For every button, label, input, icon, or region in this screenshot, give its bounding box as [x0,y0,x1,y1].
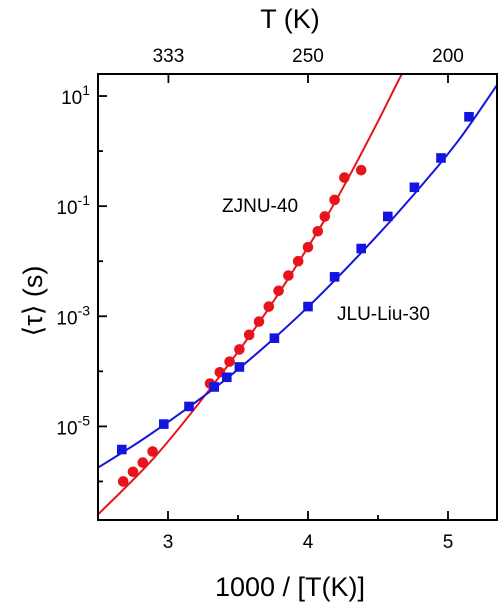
data-point-jlu-liu-30 [409,182,420,193]
plot-layer [98,74,497,516]
data-point-zjnu-40 [127,466,139,478]
series-label-zjnu-40: ZJNU-40 [222,196,298,217]
data-point-zjnu-40 [355,164,367,176]
data-point-zjnu-40 [253,316,265,327]
data-point-jlu-liu-30 [329,272,340,282]
data-point-jlu-liu-30 [383,211,393,222]
x2-tick-label: 250 [292,46,324,67]
data-point-zjnu-40 [137,457,149,468]
data-point-zjnu-40 [243,329,255,341]
fit-line-jlu-liu-30 [98,84,497,469]
data-point-zjnu-40 [329,194,340,206]
x-tick-label: 4 [303,532,314,553]
top-axis-title: T (K) [260,4,320,34]
x-tick-label: 3 [163,532,174,553]
data-point-jlu-liu-30 [184,401,194,412]
data-point-zjnu-40 [117,476,129,487]
data-point-zjnu-40 [339,172,350,183]
plot-frame [97,73,498,521]
data-point-jlu-liu-30 [356,243,366,254]
y-tick-label: 10-1 [56,192,90,219]
data-point-zjnu-40 [312,225,324,237]
data-point-jlu-liu-30 [464,111,474,122]
data-point-zjnu-40 [319,211,331,222]
y-tick-label: 10-5 [56,412,90,439]
data-point-jlu-liu-30 [209,382,219,392]
data-point-zjnu-40 [224,356,235,367]
y-tick-label: 10-3 [56,302,90,329]
data-point-zjnu-40 [273,285,284,297]
data-point-zjnu-40 [263,301,275,312]
data-point-jlu-liu-30 [234,362,245,372]
x-tick-label: 5 [443,532,454,553]
data-point-zjnu-40 [147,446,158,457]
fit-line-zjnu-40 [98,74,404,516]
data-point-jlu-liu-30 [117,444,127,455]
data-point-jlu-liu-30 [269,333,280,343]
left-axis-title: ⟨τ⟩ (s) [18,266,48,337]
data-point-jlu-liu-30 [159,419,169,429]
data-point-zjnu-40 [302,241,314,253]
bottom-axis-title: 1000 / [T(K)] [215,572,365,602]
data-point-zjnu-40 [234,344,245,355]
y-tick-label: 101 [61,82,90,109]
axes-layer: 3 4 5 333 250 200 101 10-1 10-3 10-5 [56,46,498,553]
x2-tick-label: 333 [153,46,185,67]
x2-tick-label: 200 [432,46,464,67]
data-point-zjnu-40 [292,255,304,267]
series-label-jlu-liu-30: JLU-Liu-30 [337,304,430,325]
data-point-jlu-liu-30 [303,301,313,312]
data-point-zjnu-40 [283,270,294,281]
data-point-jlu-liu-30 [222,372,232,383]
data-point-jlu-liu-30 [436,153,446,163]
